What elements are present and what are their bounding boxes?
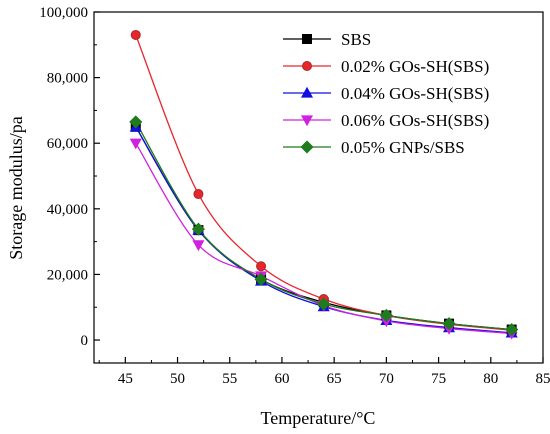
legend-label: 0.04% GOs-SH(SBS) xyxy=(341,84,489,103)
y-tick-label: 0 xyxy=(81,333,89,349)
x-tick-label: 55 xyxy=(222,371,237,387)
data-point-series-1 xyxy=(256,261,267,272)
data-point-series-4 xyxy=(317,297,331,311)
x-tick-label: 70 xyxy=(379,371,394,387)
data-point-series-1 xyxy=(193,189,204,200)
data-point-series-4 xyxy=(379,308,393,322)
x-tick-label: 80 xyxy=(483,371,498,387)
data-point-series-4 xyxy=(191,222,205,236)
x-tick-label: 45 xyxy=(118,371,133,387)
x-tick-label: 50 xyxy=(170,371,185,387)
y-tick-label: 80,000 xyxy=(47,71,88,87)
data-point-series-4 xyxy=(129,115,143,129)
data-point-series-4 xyxy=(505,322,519,337)
legend-label: 0.02% GOs-SH(SBS) xyxy=(341,57,489,76)
y-tick-label: 100,000 xyxy=(39,5,88,21)
legend-label: 0.05% GNPs/SBS xyxy=(341,138,465,157)
x-axis-title: Temperature/°C xyxy=(261,408,376,428)
x-tick-label: 85 xyxy=(536,371,550,387)
legend: SBS 0.02% GOs-SH(SBS) 0.04% GOs-SH(SBS) 0.0… xyxy=(283,30,489,157)
data-point-series-1 xyxy=(130,29,141,40)
data-point-series-3 xyxy=(192,240,205,252)
legend-marker xyxy=(300,140,314,154)
legend-marker xyxy=(302,34,312,44)
x-tick-label: 60 xyxy=(274,371,289,387)
series-lines xyxy=(135,34,512,335)
legend-label: SBS xyxy=(341,30,371,49)
x-tick-label: 65 xyxy=(327,371,342,387)
x-tick-label: 75 xyxy=(431,371,446,387)
legend-marker xyxy=(300,86,314,98)
data-point-series-4 xyxy=(254,272,268,286)
y-tick-label: 60,000 xyxy=(47,136,88,152)
series-markers xyxy=(129,29,519,340)
y-tick-label: 40,000 xyxy=(47,202,88,218)
legend-marker xyxy=(300,115,314,127)
data-point-series-3 xyxy=(129,138,142,150)
series-line-1 xyxy=(135,34,512,331)
legend-marker xyxy=(302,61,312,71)
legend-label: 0.06% GOs-SH(SBS) xyxy=(341,111,489,130)
axes: 45 50 55 60 65 70 75 80 85 0 20,000 40,000 60,000 80,… xyxy=(39,5,550,387)
plot-frame xyxy=(93,11,544,364)
y-axis-title: Storage modulus/pa xyxy=(6,116,26,259)
y-tick-label: 20,000 xyxy=(47,267,88,283)
data-point-series-4 xyxy=(442,317,456,331)
